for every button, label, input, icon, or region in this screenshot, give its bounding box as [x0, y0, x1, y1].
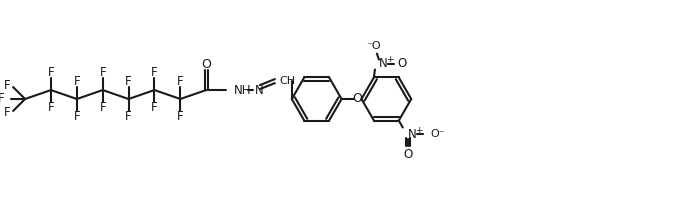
Text: F: F [125, 110, 132, 123]
Text: F: F [73, 75, 80, 88]
Text: ⁻O: ⁻O [367, 41, 381, 51]
Text: N: N [255, 84, 264, 97]
Text: F: F [100, 66, 106, 79]
Text: NH: NH [234, 84, 252, 97]
Text: F: F [125, 75, 132, 88]
Text: O: O [398, 57, 407, 70]
Text: F: F [151, 101, 158, 114]
Text: O⁻: O⁻ [431, 129, 445, 139]
Text: N: N [379, 57, 388, 70]
Text: +: + [415, 126, 422, 135]
Text: F: F [73, 110, 80, 123]
Text: O: O [201, 58, 211, 71]
Text: F: F [4, 107, 10, 119]
Text: F: F [177, 110, 184, 123]
Text: N: N [407, 128, 416, 141]
Text: F: F [0, 92, 5, 106]
Text: CH: CH [280, 76, 296, 86]
Text: O: O [353, 92, 363, 106]
Text: F: F [151, 66, 158, 79]
Text: F: F [100, 101, 106, 114]
Text: F: F [4, 79, 10, 91]
Text: O: O [403, 148, 412, 161]
Text: F: F [47, 66, 54, 79]
Text: F: F [47, 101, 54, 114]
Text: +: + [386, 55, 393, 64]
Text: F: F [177, 75, 184, 88]
